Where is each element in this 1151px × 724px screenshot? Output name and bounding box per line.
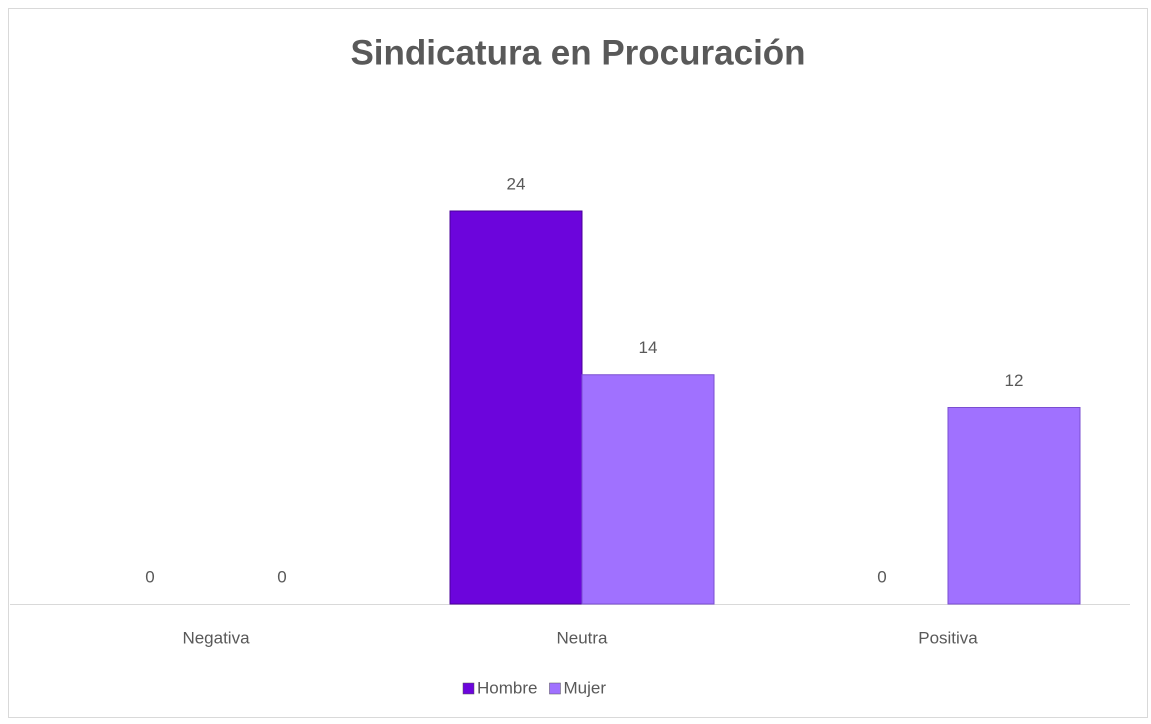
bar <box>449 210 583 605</box>
legend-swatch <box>549 682 561 695</box>
value-label: 14 <box>639 338 658 357</box>
legend-label: Hombre <box>477 678 537 697</box>
value-label: 12 <box>1005 371 1024 390</box>
value-label: 24 <box>507 174 526 193</box>
legend-label: Mujer <box>563 678 606 697</box>
value-label: 0 <box>877 567 886 586</box>
bar <box>581 374 715 605</box>
x-tick-label: Neutra <box>556 628 608 647</box>
bar <box>947 407 1081 605</box>
value-label: 0 <box>277 567 286 586</box>
x-tick-label: Negativa <box>182 628 250 647</box>
x-tick-label: Positiva <box>918 628 978 647</box>
chart-title: Sindicatura en Procuración <box>350 33 805 72</box>
value-label: 0 <box>145 567 154 586</box>
legend-swatch <box>462 682 475 695</box>
